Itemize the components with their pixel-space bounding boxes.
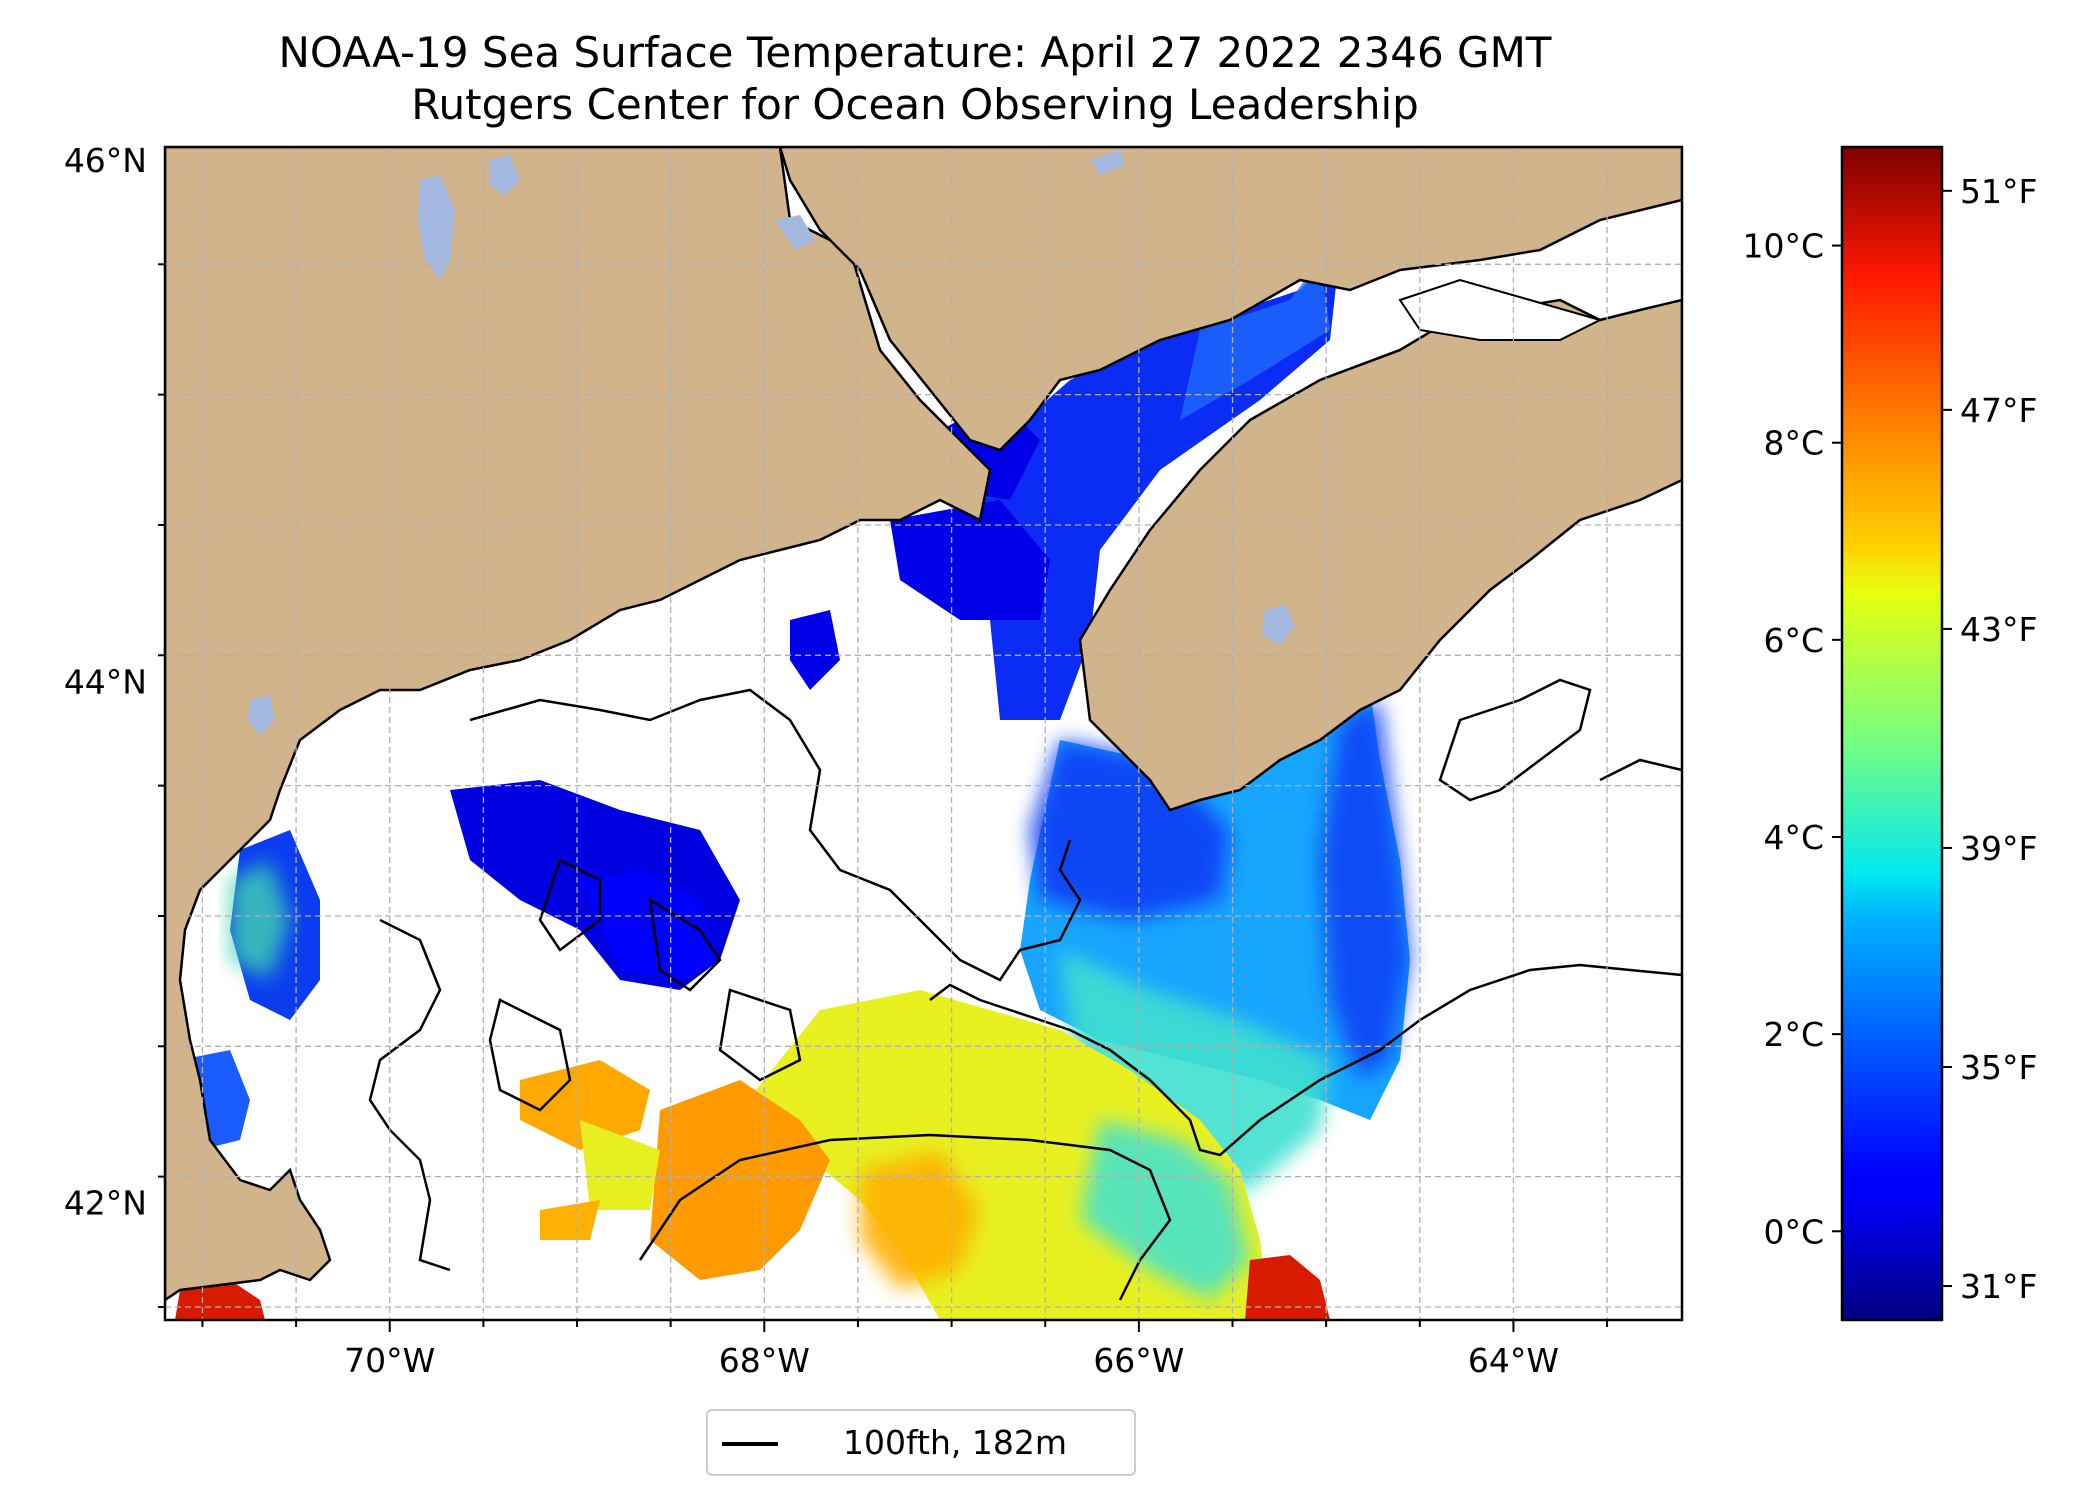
contour-line (638, 1133, 1172, 1301)
colorbar-celsius-label: 0°C (1763, 1212, 1824, 1251)
longitude-axis: 70°W 68°W 66°W 64°W (201, 1320, 1609, 1380)
land-new-england (165, 147, 992, 1302)
colorbar-fahrenheit-label: 35°F (1960, 1048, 2037, 1087)
sst-nantucket-warm (175, 1280, 265, 1320)
sst-maine-coast (890, 500, 1050, 620)
lake-sebago (248, 695, 275, 735)
colorbar-celsius-label: 4°C (1763, 818, 1824, 857)
colorbar-fahrenheit-label: 51°F (1960, 172, 2037, 211)
bathymetry-100fth (368, 678, 1682, 1301)
latitude-axis: 46°N 44°N 42°N (64, 141, 165, 1308)
contour-line (718, 988, 802, 1082)
lake-new-brunswick (1090, 150, 1125, 175)
lake-new-brunswick-2 (775, 215, 815, 250)
sst-western-gulf-patch-2 (580, 870, 720, 980)
contour-line (1599, 758, 1682, 782)
sst-georges-orange (650, 1080, 830, 1280)
sst-data-layer (175, 250, 1410, 1320)
lake-north-maine (490, 155, 520, 195)
colorbar-frame (1840, 145, 1944, 1322)
sst-bay-of-fundy-light (1180, 260, 1330, 420)
colorbar-celsius-axis: 10°C 8°C 6°C 4°C 2°C 0°C (1742, 227, 1842, 1251)
contour-line (648, 897, 722, 992)
lakes-layer (248, 150, 1295, 735)
colorbar-fahrenheit-label: 31°F (1960, 1267, 2037, 1306)
colorbar-fahrenheit-axis: 51°F 47°F 43°F 39°F 35°F 31°F (1942, 172, 2037, 1306)
lat-tick-label: 42°N (64, 1184, 147, 1223)
legend-label: 100fth, 182m (843, 1423, 1067, 1462)
lon-tick-label: 64°W (1468, 1341, 1559, 1380)
legend: 100fth, 182m (706, 1409, 1136, 1476)
lat-tick-label: 46°N (64, 141, 147, 180)
sst-gulf-south-orange (520, 1060, 650, 1150)
lake-moosehead (418, 175, 455, 280)
lake-nova-scotia (1262, 605, 1295, 645)
land-pei-area (1398, 278, 1603, 341)
sst-gulf-south-yellow (580, 1120, 660, 1210)
contour-line (368, 918, 451, 1272)
contour-line (1438, 678, 1592, 802)
land-nova-scotia (1078, 298, 1682, 812)
lon-tick-label: 70°W (344, 1341, 435, 1380)
sst-georges-orange-2 (860, 1150, 980, 1290)
lon-tick-label: 68°W (719, 1341, 810, 1380)
contour-line (538, 858, 602, 952)
land-new-brunswick (778, 147, 1682, 452)
colorbar-celsius-label: 8°C (1763, 424, 1824, 463)
sst-mainecoast-patch (790, 610, 840, 690)
colorbar-celsius-label: 10°C (1742, 227, 1824, 266)
sst-cape-ann-patch-green (230, 860, 290, 980)
colorbar-gradient (1842, 147, 1942, 1320)
sst-warm-eddy (1245, 1255, 1330, 1320)
sst-scotian-shelf-edge (1320, 700, 1410, 1080)
colorbar-celsius-label: 6°C (1763, 621, 1824, 660)
graticule-grid (165, 147, 1682, 1320)
colorbar-fahrenheit-label: 43°F (1960, 610, 2037, 649)
legend-line-swatch (722, 1442, 778, 1446)
contour-line (469, 688, 1082, 982)
contour-line (929, 963, 1682, 1157)
chart-subtitle: Rutgers Center for Ocean Observing Leade… (411, 80, 1419, 129)
contour-line (488, 998, 572, 1112)
land-layer (165, 147, 1682, 1302)
lon-tick-label: 66°W (1093, 1341, 1184, 1380)
chart-title: NOAA-19 Sea Surface Temperature: April 2… (278, 28, 1552, 77)
colorbar-celsius-label: 2°C (1763, 1015, 1824, 1054)
lat-tick-label: 44°N (64, 662, 147, 701)
colorbar-fahrenheit-label: 39°F (1960, 829, 2037, 868)
sst-wilk-yellow (540, 1200, 600, 1240)
colorbar-fahrenheit-label: 47°F (1960, 391, 2037, 430)
map-frame (163, 145, 1684, 1322)
